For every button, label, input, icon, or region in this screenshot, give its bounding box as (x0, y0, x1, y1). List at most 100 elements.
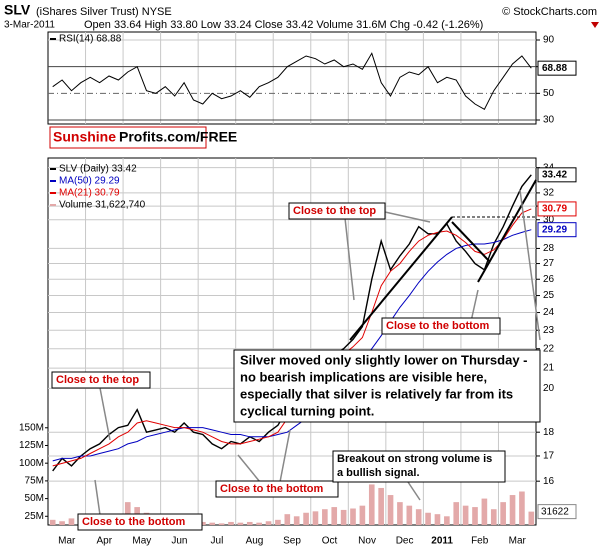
volume-bar (275, 519, 281, 525)
annotation-box (77, 513, 203, 531)
series-line (52, 52, 532, 110)
y-tick-label: 30 (543, 214, 555, 225)
x-tick-label: Nov (358, 536, 376, 547)
symbol: SLV (4, 2, 31, 18)
y2-tick-label: 75M (25, 476, 44, 487)
volume-bar (59, 521, 65, 525)
y2-tick-label: 100M (19, 458, 44, 469)
last-value-box (537, 222, 577, 238)
annotation-pointer (384, 211, 431, 223)
watermark-black: Profits.com/FREE (119, 129, 237, 145)
volume-bar (322, 509, 328, 525)
volume-bar (472, 507, 478, 525)
volume-bar (331, 507, 338, 525)
volume-bar (68, 518, 75, 525)
volume-bar (490, 509, 497, 525)
volume-bar (387, 495, 394, 525)
x-tick-label: Jul (211, 536, 224, 547)
annotation-box (332, 450, 506, 483)
volume-bar (397, 502, 403, 525)
annotation: Close to the top (56, 374, 139, 386)
last-value-box (537, 504, 577, 520)
volume-bar (415, 509, 422, 525)
volume-bar (350, 508, 356, 525)
x-tick-label: 2011 (431, 536, 453, 547)
y-tick-label: 27 (543, 258, 555, 269)
y-tick-label: 25 (543, 290, 555, 301)
comment-line: especially that silver is relatively far… (240, 386, 513, 401)
x-tick-label: Oct (322, 536, 338, 547)
volume-bar (303, 512, 309, 525)
quote: Open 33.64 High 33.80 Low 33.24 Close 33… (84, 19, 483, 31)
x-tick-label: Sep (283, 536, 301, 547)
y-tick-label: 90 (543, 35, 555, 46)
volume-bar (218, 523, 225, 525)
volume-bar (284, 514, 291, 525)
y-tick-label: 18 (543, 427, 555, 438)
annotation-pointer (99, 387, 111, 441)
x-tick-label: Feb (471, 536, 489, 547)
trend-line (349, 216, 453, 341)
comment-line: cyclical turning point. (240, 403, 374, 418)
volume-bar (237, 522, 244, 525)
volume-bar (434, 514, 441, 525)
credit: © StockCharts.com (502, 6, 597, 18)
volume-bar (519, 491, 525, 525)
y-tick-label: 26 (543, 274, 555, 285)
annotation-pointer (279, 429, 291, 483)
volume-bar (425, 512, 431, 525)
y-tick-label: 30 (543, 115, 555, 126)
last-value-label: 33.42 (542, 169, 567, 180)
legend-label: MA(21) 30.79 (59, 188, 120, 199)
last-value-box (537, 167, 577, 183)
annotation-box (233, 349, 541, 423)
annotation: Close to the bottom (220, 483, 323, 495)
annotation: Close to the bottom (82, 516, 185, 528)
watermark-box (49, 126, 207, 149)
annotation-pointer (237, 454, 261, 483)
y-tick-label: 23 (543, 325, 555, 336)
annotation-pointer (519, 189, 541, 341)
legend-label: Volume 31,622,740 (59, 200, 146, 211)
annotation-box (288, 202, 386, 220)
y-tick-label: 20 (543, 383, 555, 394)
watermark-red: Sunshine (53, 129, 116, 145)
y-tick-label: 32 (543, 188, 555, 199)
comment-line: Silver moved only slightly lower on Thur… (240, 352, 528, 367)
volume-bar (209, 522, 216, 525)
volume-bar (528, 511, 535, 525)
volume-bar (453, 502, 460, 525)
x-tick-label: Dec (396, 536, 414, 547)
y-tick-label: 24 (543, 307, 555, 318)
volume-bar (246, 521, 253, 525)
y-tick-label: 21 (543, 363, 555, 374)
y-tick-label: 28 (543, 243, 555, 254)
last-value-box (537, 60, 577, 76)
legend-label: SLV (Daily) 33.42 (59, 164, 137, 175)
volume-bar (368, 484, 375, 525)
y2-tick-label: 25M (25, 511, 44, 522)
price-panel (47, 157, 537, 526)
series-line (52, 229, 532, 462)
date: 3-Mar-2011 (4, 20, 55, 31)
volume-bar (265, 521, 272, 525)
rsi-panel (47, 31, 537, 125)
legend-label: RSI(14) 68.88 (59, 34, 122, 45)
comment-line: no bearish implications are visible here… (240, 369, 487, 384)
volume-bar (462, 505, 469, 525)
last-value-label: 68.88 (542, 63, 567, 74)
annotation-box (51, 371, 151, 389)
annotation-box (215, 480, 339, 498)
security-name: (iShares Silver Trust) NYSE (36, 6, 172, 18)
trend-line (451, 221, 491, 263)
volume-bar (481, 498, 488, 525)
x-tick-label: Jun (171, 536, 187, 547)
volume-bar (406, 505, 413, 525)
volume-bar (500, 502, 506, 525)
volume-bar (359, 505, 366, 525)
last-volume-label: 31622 (541, 506, 569, 517)
volume-bar (509, 495, 516, 525)
volume-bar (49, 519, 56, 525)
